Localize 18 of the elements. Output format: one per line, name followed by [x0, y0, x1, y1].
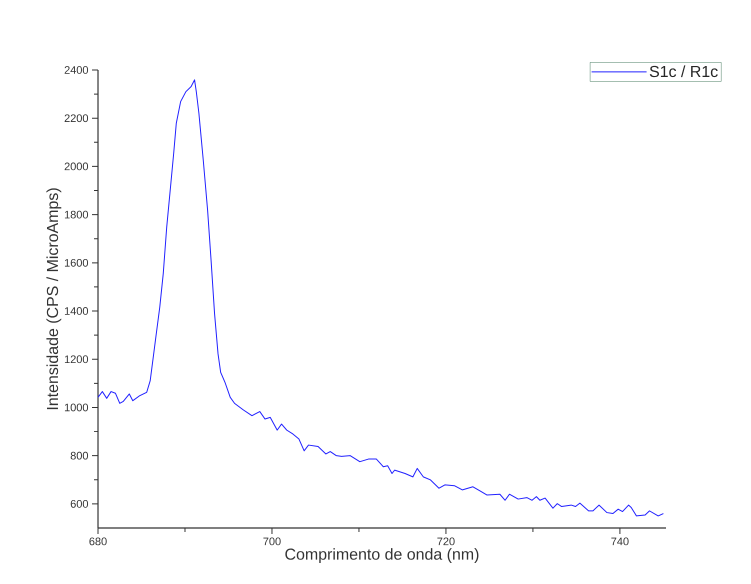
legend-label: S1c / R1c [650, 65, 718, 78]
y-tick-label: 800 [70, 452, 88, 460]
x-tick-label: 740 [611, 538, 629, 546]
x-tick-label: 680 [89, 538, 107, 546]
y-tick-label: 1000 [64, 404, 88, 412]
x-axis-title: Comprimento de onda (nm) [285, 548, 478, 563]
y-tick-label: 600 [70, 500, 88, 508]
x-tick-label: 720 [437, 538, 455, 546]
y-tick-label: 2200 [64, 114, 88, 122]
y-tick-label: 1200 [64, 355, 88, 364]
y-tick-label: 1400 [64, 307, 88, 315]
y-tick-label: 2400 [64, 66, 88, 74]
y-axis-title: Intensidade (CPS / MicroAmps) [46, 188, 62, 410]
y-tick-label: 1600 [64, 258, 88, 267]
x-tick-label: 700 [263, 538, 281, 546]
y-tick-label: 1800 [64, 210, 88, 218]
line-series [98, 79, 664, 516]
y-tick-label: 2000 [64, 162, 88, 170]
